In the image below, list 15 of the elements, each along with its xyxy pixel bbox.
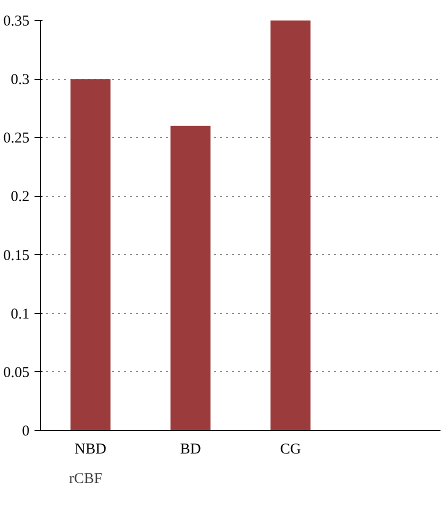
x-tick-label: CG [280, 442, 302, 458]
bar [270, 20, 310, 430]
x-tick-label: NBD [74, 442, 106, 458]
y-tick-label: 0 [22, 424, 30, 440]
bar [70, 79, 110, 430]
y-tick-label: 0.25 [3, 130, 30, 147]
text: rCBF [69, 470, 102, 488]
x-tick-label: BD [180, 442, 202, 458]
y-tick-label: 0.2 [10, 189, 30, 206]
y-tick-label: 0.15 [3, 248, 30, 264]
y-tick-label: 0.05 [3, 364, 30, 381]
y-tick-label: 0.3 [10, 72, 30, 88]
y-tick-label: 0.35 [3, 14, 30, 30]
y-tick-label: 0.1 [10, 306, 30, 322]
bar [170, 126, 210, 430]
